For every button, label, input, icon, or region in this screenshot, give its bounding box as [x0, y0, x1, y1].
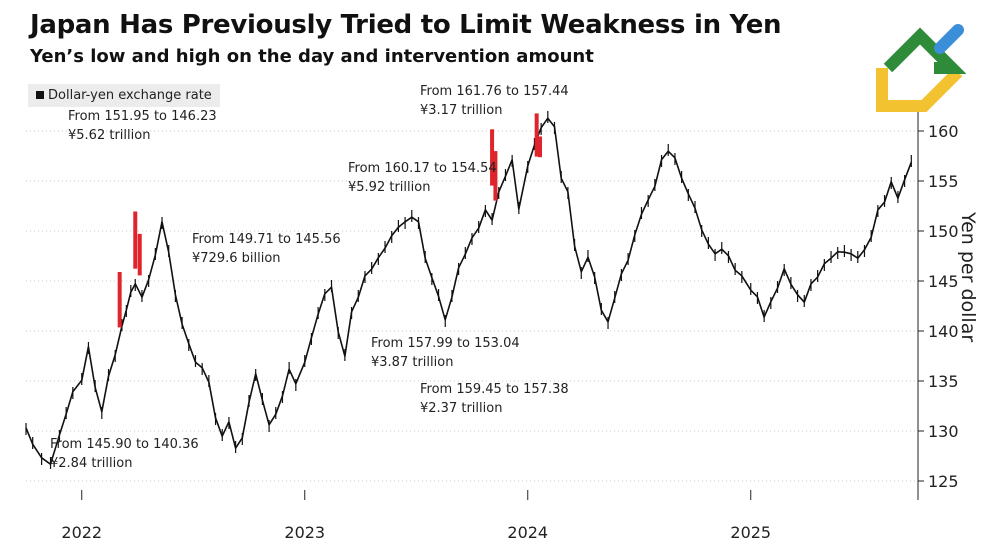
annotation: From 160.17 to 154.54 ¥5.92 trillion: [348, 159, 497, 197]
annotation-amount: ¥2.84 trillion: [50, 456, 133, 471]
y-tick-label: 140: [928, 322, 959, 341]
annotation-range: From 145.90 to 140.36: [50, 437, 199, 452]
annotation-amount: ¥3.17 trillion: [420, 103, 503, 118]
y-tick-label: 150: [928, 222, 959, 241]
intervention-bar: [538, 136, 543, 158]
y-tick-label: 145: [928, 272, 959, 291]
annotation-range: From 151.95 to 146.23: [68, 109, 217, 124]
annotation-range: From 160.17 to 154.54: [348, 161, 497, 176]
y-tick-label: 130: [928, 422, 959, 441]
annotation: From 159.45 to 157.38 ¥2.37 trillion: [420, 380, 569, 418]
legend-swatch: [36, 90, 44, 99]
legend: Dollar-yen exchange rate: [28, 84, 220, 107]
x-tick-label: 2022: [61, 523, 102, 542]
chart-subtitle: Yen’s low and high on the day and interv…: [30, 46, 594, 67]
annotation-amount: ¥3.87 trillion: [371, 355, 454, 370]
series-line: [25, 117, 913, 466]
x-tick-label: 2024: [507, 523, 548, 542]
y-axis-label-text: Yen per dollar: [957, 212, 979, 343]
annotation-range: From 157.99 to 153.04: [371, 336, 520, 351]
y-tick-label: 135: [928, 372, 959, 391]
x-tick-label: 2025: [730, 523, 771, 542]
logo-blue-mark: [934, 24, 964, 54]
annotation: From 145.90 to 140.36 ¥2.84 trillion: [50, 435, 199, 473]
logo-yellow-mark: [876, 67, 963, 112]
y-tick-label: 155: [928, 172, 959, 191]
y-axis-label: Yen per dollar: [957, 212, 987, 372]
annotation: From 149.71 to 145.56 ¥729.6 billion: [192, 230, 341, 268]
intervention-bar: [133, 211, 138, 269]
intervention-bar: [117, 272, 122, 328]
x-tick-label: 2023: [284, 523, 325, 542]
annotation-amount: ¥729.6 billion: [192, 251, 281, 266]
y-tick-label: 160: [928, 122, 959, 141]
intervention-bar: [137, 233, 142, 276]
annotation: From 157.99 to 153.04 ¥3.87 trillion: [371, 334, 520, 372]
annotation-amount: ¥2.37 trillion: [420, 401, 503, 416]
intervention-bar: [493, 151, 498, 201]
legend-label: Dollar-yen exchange rate: [48, 88, 212, 103]
annotation-range: From 161.76 to 157.44: [420, 84, 569, 99]
intervention-bar: [534, 113, 539, 157]
annotation-amount: ¥5.62 trillion: [68, 128, 151, 143]
annotation: From 151.95 to 146.23 ¥5.62 trillion: [68, 107, 217, 145]
annotation: From 161.76 to 157.44 ¥3.17 trillion: [420, 82, 569, 120]
annotation-range: From 149.71 to 145.56: [192, 232, 341, 247]
chart-title: Japan Has Previously Tried to Limit Weak…: [30, 10, 782, 40]
intervention-bar: [490, 129, 495, 186]
brand-logo-icon: [876, 24, 966, 112]
annotation-range: From 159.45 to 157.38: [420, 382, 569, 397]
annotation-amount: ¥5.92 trillion: [348, 180, 431, 195]
y-tick-label: 125: [928, 472, 959, 491]
